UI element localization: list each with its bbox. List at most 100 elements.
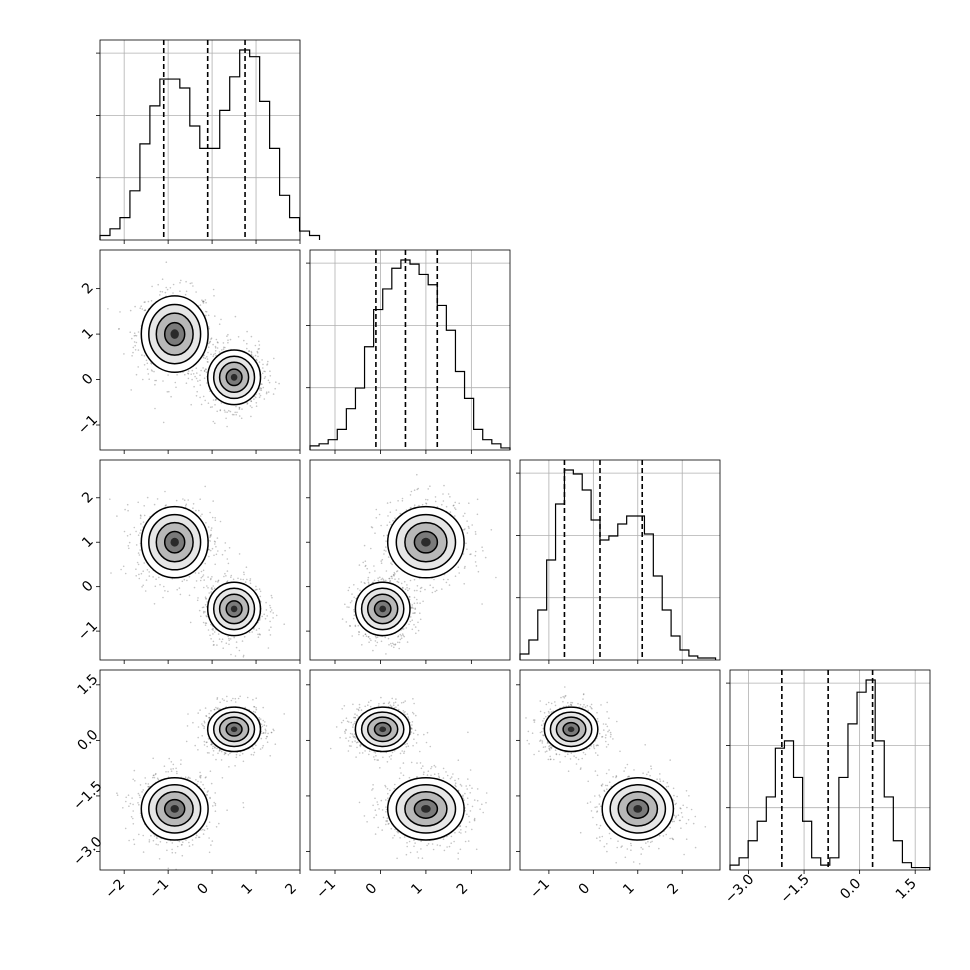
scatter-point [209,340,212,343]
scatter-point [219,520,222,523]
scatter-point [202,606,205,608]
scatter-point [272,393,275,395]
scatter-point [201,299,203,302]
scatter-point [207,790,209,792]
scatter-point [212,585,214,587]
scatter-point [416,602,419,604]
scatter-point [396,570,399,572]
scatter-point [229,338,232,341]
scatter-point [402,634,405,637]
scatter-point [153,370,155,373]
scatter-point [413,578,416,581]
scatter-point [432,586,434,589]
scatter-point [199,579,202,582]
scatter-point [401,500,404,502]
scatter-point [201,513,203,516]
scatter-point [387,515,389,517]
scatter-point [205,311,208,313]
scatter-point [228,639,230,642]
scatter-point [367,579,369,581]
contour-line [206,349,262,406]
scatter-point [133,341,136,343]
scatter-point [134,305,136,308]
scatter-point [261,359,263,361]
scatter-point [359,589,361,592]
scatter-point [212,627,214,630]
scatter-point [205,615,207,617]
scatter-point [362,635,365,637]
scatter-point [210,577,212,580]
scatter-point [241,408,243,410]
scatter-point [152,774,155,777]
scatter-point [227,562,230,565]
scatter-point [419,602,421,604]
scatter-point [127,545,130,547]
scatter-point [464,565,466,568]
scatter-point [374,532,376,534]
scatter-point [128,839,130,842]
scatter-point [391,577,393,580]
scatter-point [134,344,136,347]
scatter-point [447,493,450,495]
scatter-point [257,636,260,638]
scatter-point [133,843,136,846]
scatter-point [126,535,129,537]
scatter-point [210,638,212,640]
scatter-point [388,644,390,646]
scatter-point [212,629,214,631]
scatter-point [466,520,468,522]
panel-frame [99,249,301,451]
scatter-point [258,344,261,346]
contour-line [155,312,194,356]
scatter-point [235,641,238,643]
scatter-point [390,562,392,564]
scatter-point [361,644,363,646]
scatter-point [429,584,432,586]
scatter-point [425,498,427,501]
scatter-point [206,382,208,384]
scatter-point [260,387,263,390]
scatter-point [215,580,217,583]
scatter-point [236,411,238,414]
scatter-point [246,402,249,405]
scatter-point [135,568,137,570]
scatter-point [385,550,387,552]
scatter-point [349,625,351,627]
scatter-point [267,379,270,382]
scatter-point [348,586,351,589]
scatter-point [140,305,142,308]
scatter-point [203,586,205,589]
scatter-point [391,575,393,578]
scatter-point [409,616,412,618]
scatter-point [145,579,148,581]
scatter-point [137,366,139,368]
scatter-point [243,573,245,576]
scatter-point [188,841,190,844]
scatter-point [211,516,214,519]
scatter-point [135,530,137,533]
scatter-point [346,606,348,608]
scatter-point [189,777,191,779]
scatter-point [118,328,120,330]
scatter-point [255,405,258,408]
scatter-point [194,375,196,378]
scatter-point [164,490,166,493]
scatter-point [238,649,241,652]
scatter-point [379,576,381,579]
scatter-point [159,841,162,843]
scatter-point [463,583,466,585]
scatter-point [124,508,126,511]
scatter-point [386,502,389,504]
scatter-point [210,588,213,590]
scatter-point [195,509,197,512]
scatter-point [175,499,178,502]
scatter-point [175,386,177,389]
scatter-point [265,601,267,604]
scatter-point [419,590,422,593]
scatter-point [268,629,271,631]
scatter-point [229,638,232,640]
scatter-point [412,612,414,614]
scatter-point [265,392,268,395]
scatter-point [210,623,212,626]
scatter-point [374,570,376,572]
